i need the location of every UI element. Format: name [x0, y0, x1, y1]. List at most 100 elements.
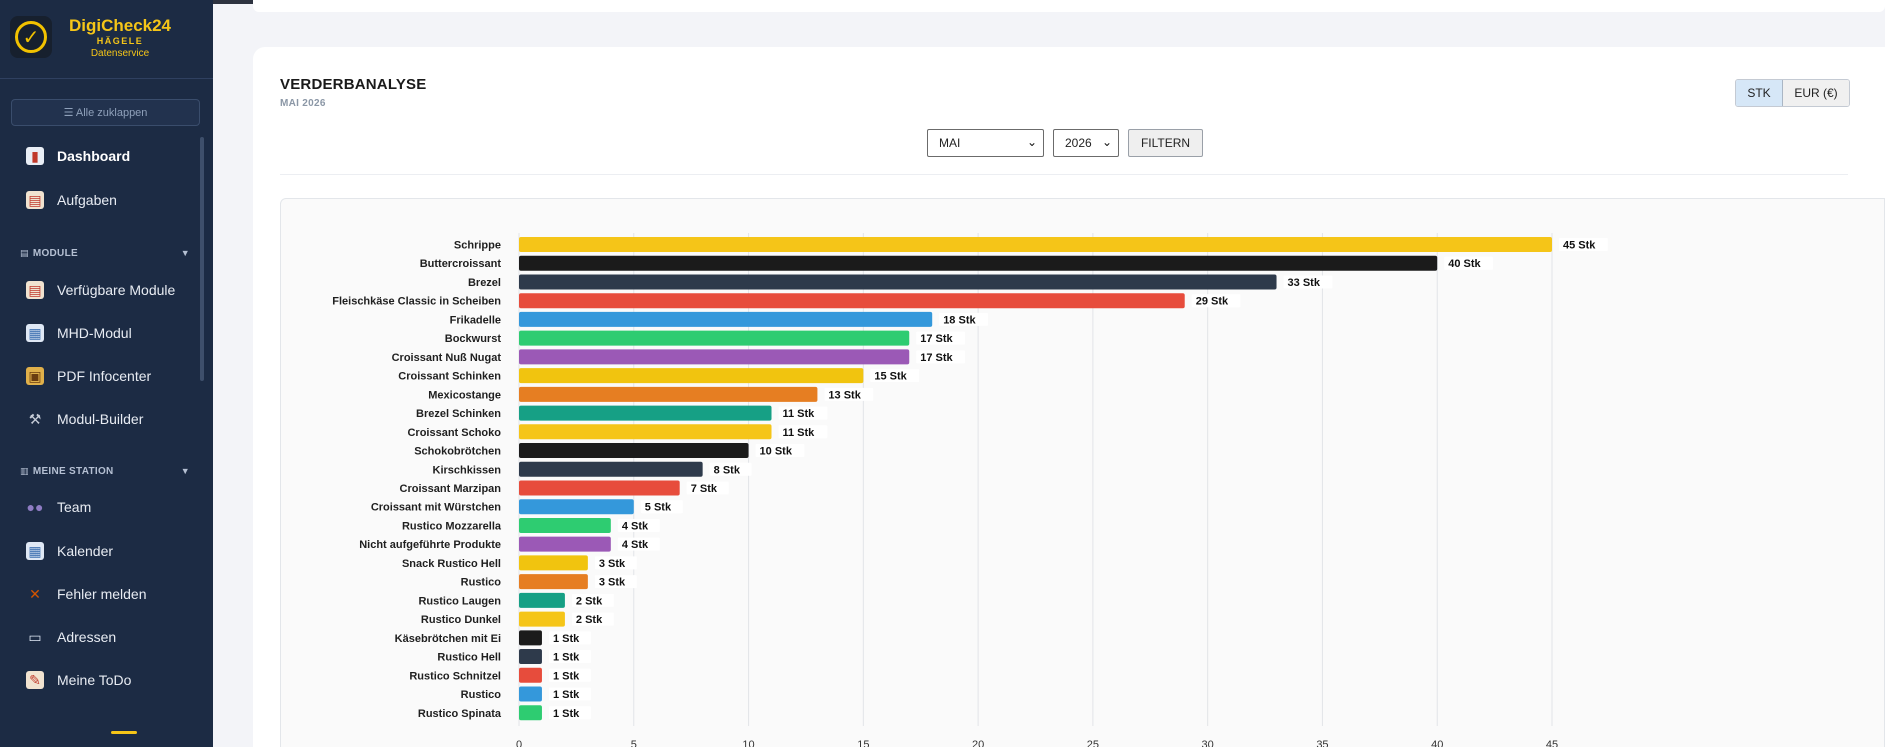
category-label: Rustico Dunkel — [421, 614, 501, 626]
data-label: 40 Stk — [1448, 258, 1481, 270]
bar — [519, 424, 772, 440]
data-label: 1 Stk — [553, 708, 580, 720]
sidebar-item-meine-todo[interactable]: ✎ Meine ToDo — [0, 662, 200, 698]
category-label: Croissant Schinken — [398, 371, 501, 383]
data-label-bg — [755, 444, 805, 458]
sidebar-scrollbar[interactable] — [200, 137, 204, 381]
sidebar-item-aufgaben[interactable]: ▤ Aufgaben — [0, 182, 200, 218]
brand-line: HÄGELE — [96, 36, 144, 46]
data-label-bg — [617, 518, 660, 532]
bar — [519, 461, 703, 477]
category-label: Mexicostange — [428, 389, 501, 401]
bar — [519, 330, 910, 346]
x-tick-label: 20 — [972, 739, 984, 747]
data-label-bg — [686, 481, 729, 495]
data-label-bg — [939, 312, 988, 326]
bar — [519, 311, 933, 327]
category-label: Buttercroissant — [420, 258, 502, 270]
category-label: Croissant Schoko — [407, 427, 501, 439]
sidebar: ✓ DigiCheck24 HÄGELE Datenservice ☰ Alle… — [0, 0, 213, 747]
data-label: 10 Stk — [760, 446, 793, 458]
x-tick-label: 25 — [1087, 739, 1099, 747]
x-tick-label: 10 — [742, 739, 754, 747]
tools-icon: ✕ — [29, 585, 41, 602]
sidebar-item-mhd-modul[interactable]: ▦ MHD-Modul — [0, 315, 200, 351]
sidebar-item-verfuegbare-module[interactable]: ▤ Verfügbare Module — [0, 272, 200, 308]
x-tick-label: 40 — [1431, 739, 1443, 747]
data-label-bg — [778, 425, 828, 439]
filter-row: MAI ⌄ 2026 ⌄ FILTERN — [253, 129, 1885, 159]
data-label: 8 Stk — [714, 464, 741, 476]
data-label: 3 Stk — [599, 577, 626, 589]
bar — [519, 274, 1277, 290]
sidebar-item-adressen[interactable]: ▭ Adressen — [0, 619, 200, 655]
book-icon: ▭ — [28, 628, 42, 645]
chevron-down-icon: ⌄ — [1101, 135, 1112, 149]
sidebar-item-label: PDF Infocenter — [57, 368, 152, 384]
separator — [280, 174, 1848, 175]
brand[interactable]: ✓ DigiCheck24 HÄGELE Datenservice — [10, 14, 203, 62]
category-label: Rustico Schnitzel — [409, 670, 501, 682]
sidebar-item-modul-builder[interactable]: ⚒ Modul-Builder — [0, 401, 200, 437]
data-label-bg — [1444, 256, 1494, 270]
collapse-all-button[interactable]: ☰ Alle zuklappen — [11, 99, 200, 126]
memo-icon: ✎ — [26, 671, 44, 689]
section-label: MEINE STATION — [32, 465, 114, 477]
previous-card-edge — [253, 0, 1885, 12]
data-label: 15 Stk — [874, 371, 907, 383]
x-tick-label: 30 — [1202, 739, 1214, 747]
bar — [519, 536, 611, 552]
year-select[interactable]: 2026 ⌄ — [1053, 129, 1119, 157]
data-label-bg — [1559, 238, 1608, 251]
sidebar-item-fehler-melden[interactable]: ✕ Fehler melden — [0, 576, 200, 612]
data-label-bg — [617, 537, 660, 551]
data-label: 3 Stk — [599, 558, 626, 570]
category-label: Rustico Laugen — [418, 595, 501, 607]
section-header-module[interactable]: ▤ MODULE ▼ — [20, 245, 190, 261]
month-select[interactable]: MAI ⌄ — [927, 129, 1044, 157]
bar — [519, 705, 542, 721]
x-tick-label: 5 — [631, 739, 637, 747]
station-icon: ▥ — [20, 465, 29, 476]
category-label: Brezel Schinken — [416, 408, 501, 420]
sidebar-item-label: Verfügbare Module — [57, 282, 176, 298]
bar — [519, 368, 864, 384]
bar — [519, 667, 542, 683]
bar — [519, 386, 818, 402]
sidebar-item-dashboard[interactable]: ▮ Dashboard — [0, 138, 200, 174]
data-label: 13 Stk — [828, 389, 861, 401]
chevron-down-icon: ▼ — [180, 248, 190, 258]
sidebar-item-pdf-infocenter[interactable]: ▣ PDF Infocenter — [0, 358, 200, 394]
data-label: 1 Stk — [553, 670, 580, 682]
bar — [519, 237, 1552, 252]
data-label: 5 Stk — [645, 502, 672, 514]
data-label: 4 Stk — [622, 520, 649, 532]
dashboard-icon: ▮ — [26, 147, 44, 165]
data-label: 7 Stk — [691, 483, 718, 495]
sidebar-item-team[interactable]: ●● Team — [0, 489, 200, 525]
sidebar-item-label: Kalender — [57, 543, 114, 559]
category-label: Käsebrötchen mit Ei — [395, 633, 501, 645]
unit-eur-button[interactable]: EUR (€) — [1783, 80, 1849, 106]
category-label: Rustico — [461, 689, 502, 701]
sidebar-item-label: Modul-Builder — [57, 411, 144, 427]
category-label: Croissant Marzipan — [400, 483, 502, 495]
sidebar-next-item-peek — [111, 731, 137, 734]
data-label-bg — [571, 593, 614, 607]
category-label: Croissant mit Würstchen — [371, 502, 501, 514]
data-label-bg — [870, 369, 920, 383]
section-header-meine-station[interactable]: ▥ MEINE STATION ▼ — [20, 463, 190, 479]
chevron-down-icon: ⌄ — [1026, 135, 1037, 149]
year-select-value: 2026 — [1065, 136, 1092, 150]
data-label-bg — [548, 631, 591, 645]
data-label-bg — [548, 650, 591, 664]
sidebar-item-kalender[interactable]: ▦ Kalender — [0, 533, 200, 569]
brand-sub: Datenservice — [90, 48, 150, 59]
data-label-bg — [571, 612, 614, 626]
x-tick-label: 45 — [1546, 739, 1558, 747]
data-label: 2 Stk — [576, 595, 603, 607]
unit-stk-button[interactable]: STK — [1736, 80, 1783, 106]
category-label: Rustico Mozzarella — [402, 520, 502, 532]
sidebar-item-label: MHD-Modul — [57, 325, 132, 341]
filter-button[interactable]: FILTERN — [1128, 129, 1203, 157]
